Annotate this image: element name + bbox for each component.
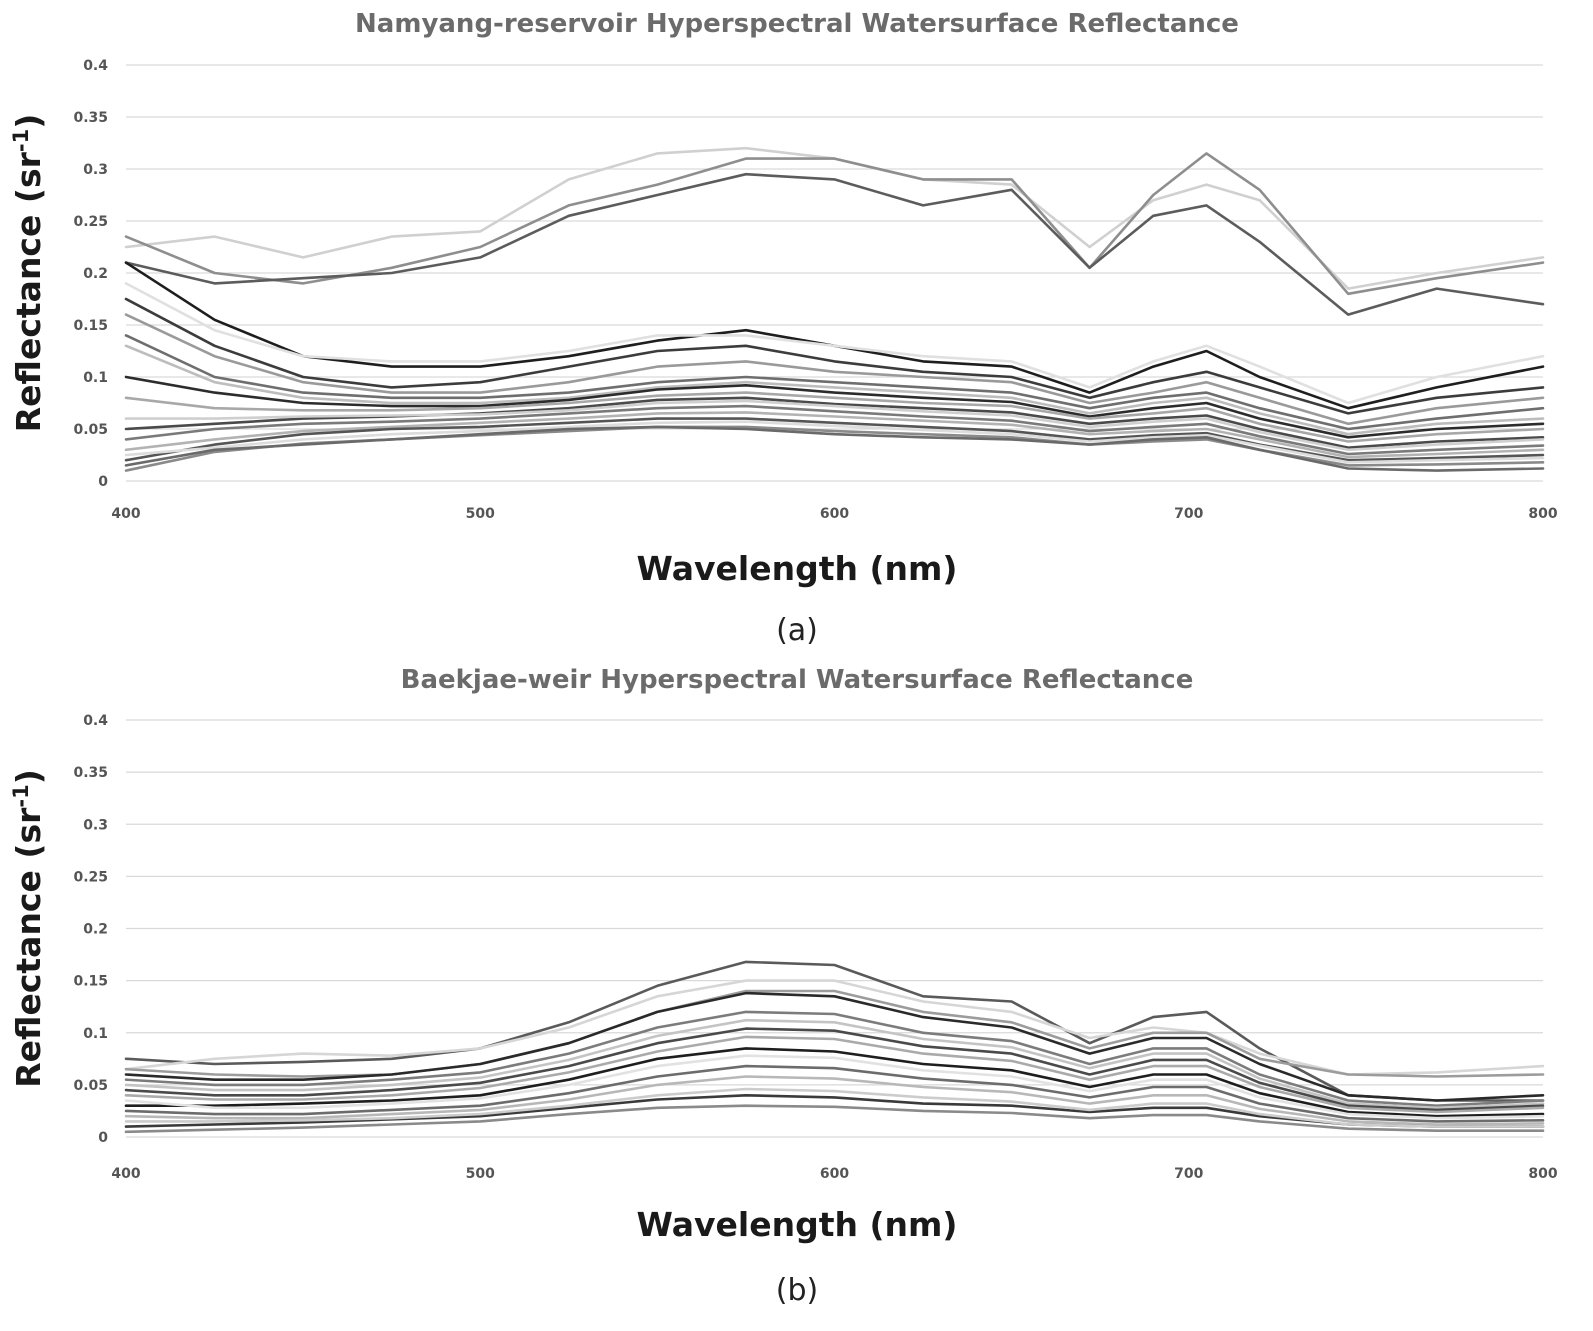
panel-b-chart: Baekjae-weir Hyperspectral Watersurface …: [9, 665, 1558, 1308]
panel-a-y-tick-label: 0: [98, 474, 108, 490]
panel-a-x-tick-label: 800: [1528, 506, 1557, 522]
panel-b-y-axis-label-main: Reflectance (sr: [9, 807, 48, 1088]
panel-b-y-tick-label: 0.25: [73, 869, 108, 885]
panel-a-series-a-low-9: [124, 425, 1545, 472]
panel-a-y-tick-label: 0.2: [83, 266, 108, 282]
panel-a-y-axis-label-sup: -1: [9, 129, 33, 152]
panel-b-series-b-10: [124, 1054, 1545, 1120]
panel-b-x-tick-label: 700: [1174, 1166, 1203, 1182]
panel-b-series-b-6: [124, 1018, 1545, 1110]
panel-a-series-a-low-3: [124, 399, 1545, 452]
panel-b-y-axis-label-close: ): [9, 769, 48, 784]
panel-a-series-a-mid-3: [124, 297, 1545, 415]
panel-a-x-tick-label: 700: [1174, 506, 1203, 522]
panel-b-series-b-12: [124, 1075, 1545, 1126]
panel-a-x-tick-label: 400: [111, 506, 140, 522]
panel-a-series-a-low-5: [124, 411, 1545, 459]
panel-b-chart-title: Baekjae-weir Hyperspectral Watersurface …: [401, 665, 1194, 695]
panel-b-series-b-7: [124, 1027, 1545, 1112]
panel-a-series-a-mid-2: [124, 282, 1545, 405]
panel-b-x-tick-label: 500: [466, 1166, 495, 1182]
panel-b-series-b-14: [124, 1104, 1545, 1134]
panel-b-y-tick-label: 0: [98, 1130, 108, 1146]
panel-a-y-tick-label: 0.05: [73, 422, 108, 438]
panel-b-series-b-15: [124, 1087, 1545, 1128]
panel-b-x-tick-label: 600: [820, 1166, 849, 1182]
panel-a-y-tick-label: 0.15: [73, 318, 108, 334]
panel-a-y-axis-label-close: ): [9, 114, 48, 129]
panel-a-x-axis-label: Wavelength (nm): [637, 549, 958, 588]
panel-b-y-tick-label: 0.1: [83, 1026, 108, 1042]
panel-a-y-tick-label: 0.35: [73, 110, 108, 126]
panel-b-x-tick-label: 400: [111, 1166, 140, 1182]
panel-a-chart-title: Namyang-reservoir Hyperspectral Watersur…: [355, 9, 1239, 39]
panel-b-x-axis-label: Wavelength (nm): [637, 1205, 958, 1244]
panel-a-x-tick-label: 600: [820, 506, 849, 522]
panel-a-y-axis-label-main: Reflectance (sr: [9, 151, 48, 432]
panel-a-x-tick-label: 500: [466, 506, 495, 522]
panel-b-y-axis-label: Reflectance (sr-1): [9, 769, 48, 1088]
panel-b-series-b-8: [124, 1035, 1545, 1114]
panel-b-series-b-2: [124, 979, 1545, 1076]
panel-b-series-b-5: [124, 1010, 1545, 1107]
panel-b-series-b-11: [124, 1064, 1545, 1123]
panel-b-series-b-3: [124, 989, 1545, 1078]
panel-a-y-axis-label: Reflectance (sr-1): [9, 114, 48, 433]
panel-a-series-lines: [124, 146, 1545, 472]
panel-b-y-axis-label-sup: -1: [9, 784, 33, 807]
panel-b-y-tick-label: 0.15: [73, 974, 108, 990]
panel-a-y-tick-label: 0.4: [83, 58, 108, 74]
panel-a-series-a-mid-4: [124, 313, 1545, 426]
panel-b-y-tick-label: 0.35: [73, 765, 108, 781]
panel-a-chart: Namyang-reservoir Hyperspectral Watersur…: [9, 9, 1558, 648]
panel-b-y-tick-label: 0.2: [83, 922, 108, 938]
panel-b-series-b-9: [124, 1047, 1545, 1118]
panel-a-series-a-low-4: [124, 404, 1545, 456]
panel-b-y-tick-label: 0.4: [83, 713, 108, 729]
panel-a-y-tick-label: 0.1: [83, 370, 108, 386]
panel-a-y-tick-label: 0.25: [73, 214, 108, 230]
panel-b-y-tick-label: 0.3: [83, 817, 108, 833]
panel-b-y-tick-label: 0.05: [73, 1078, 108, 1094]
panel-b-series-b-4: [124, 991, 1545, 1102]
panel-b-caption: (b): [776, 1273, 818, 1308]
panel-a-series-a-mid-1: [124, 261, 1545, 410]
panel-a-series-a-low-1: [124, 391, 1545, 443]
panel-a-series-a-mid-7: [124, 375, 1545, 439]
panel-a-series-a-high-2: [124, 152, 1545, 296]
panel-a-caption: (a): [776, 613, 818, 648]
panel-b-series-lines: [124, 960, 1545, 1134]
panel-a-series-a-high-3: [124, 172, 1545, 316]
panel-a-series-a-mid-6: [124, 344, 1545, 436]
panel-a-y-tick-label: 0.3: [83, 162, 108, 178]
panel-b-x-tick-label: 800: [1528, 1166, 1557, 1182]
panel-a-series-a-low-7: [124, 420, 1545, 464]
panel-a-series-a-mid-5: [124, 334, 1545, 431]
